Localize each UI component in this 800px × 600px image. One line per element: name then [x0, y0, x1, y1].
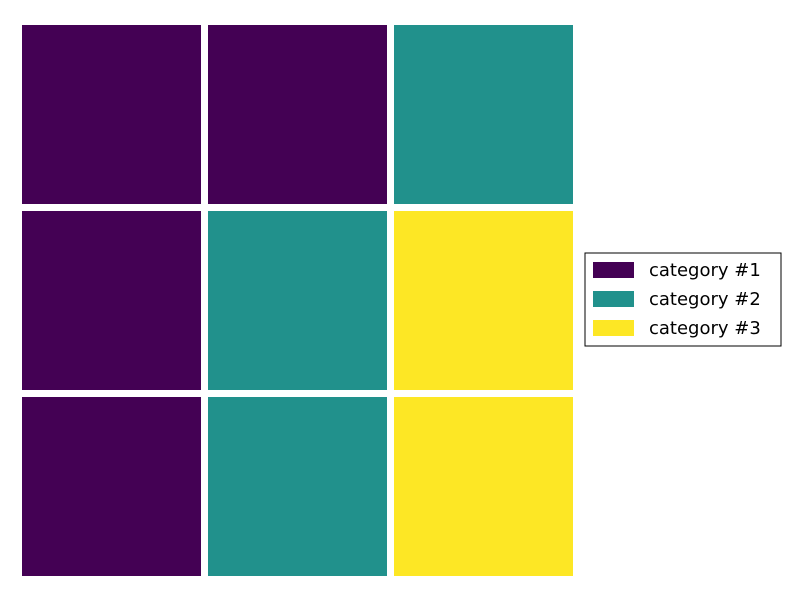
- heatmap-cell-r1-c1: [22, 25, 201, 204]
- heatmap-cell-r3-c2: [208, 397, 387, 576]
- legend-label-2: category #2: [649, 289, 761, 310]
- heatmap-cell-r2-c3: [394, 211, 573, 390]
- heatmap-cell-r1-c3: [394, 25, 573, 204]
- heatmap-cell-r2-c2: [208, 211, 387, 390]
- legend-swatch-1: [593, 262, 634, 278]
- heatmap-cell-r2-c1: [22, 211, 201, 390]
- legend-label-1: category #1: [649, 260, 761, 281]
- legend-label-3: category #3: [649, 318, 761, 339]
- legend-swatch-3: [593, 320, 634, 336]
- legend-swatch-2: [593, 291, 634, 307]
- heatmap-cells: [22, 25, 573, 576]
- heatmap-cell-r3-c1: [22, 397, 201, 576]
- heatmap-cell-r3-c3: [394, 397, 573, 576]
- legend-items: category #1 category #2 category #3: [593, 260, 761, 339]
- legend: category #1 category #2 category #3: [584, 252, 782, 347]
- heatmap-cell-r1-c2: [208, 25, 387, 204]
